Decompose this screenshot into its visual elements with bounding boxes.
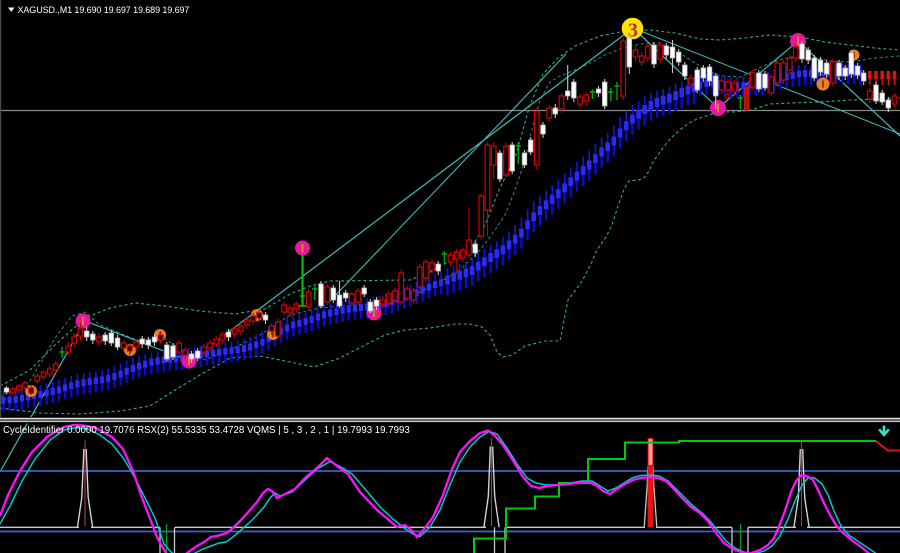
- svg-text:CycleIdentifier 0.0000 19.7076: CycleIdentifier 0.0000 19.7076 RSX(2) 55…: [3, 425, 410, 436]
- svg-text:3: 3: [628, 20, 638, 42]
- svg-text:XAGUSD.,M1 19.690 19.697 19.6: XAGUSD.,M1 19.690 19.697 19.689 19.697: [18, 5, 190, 15]
